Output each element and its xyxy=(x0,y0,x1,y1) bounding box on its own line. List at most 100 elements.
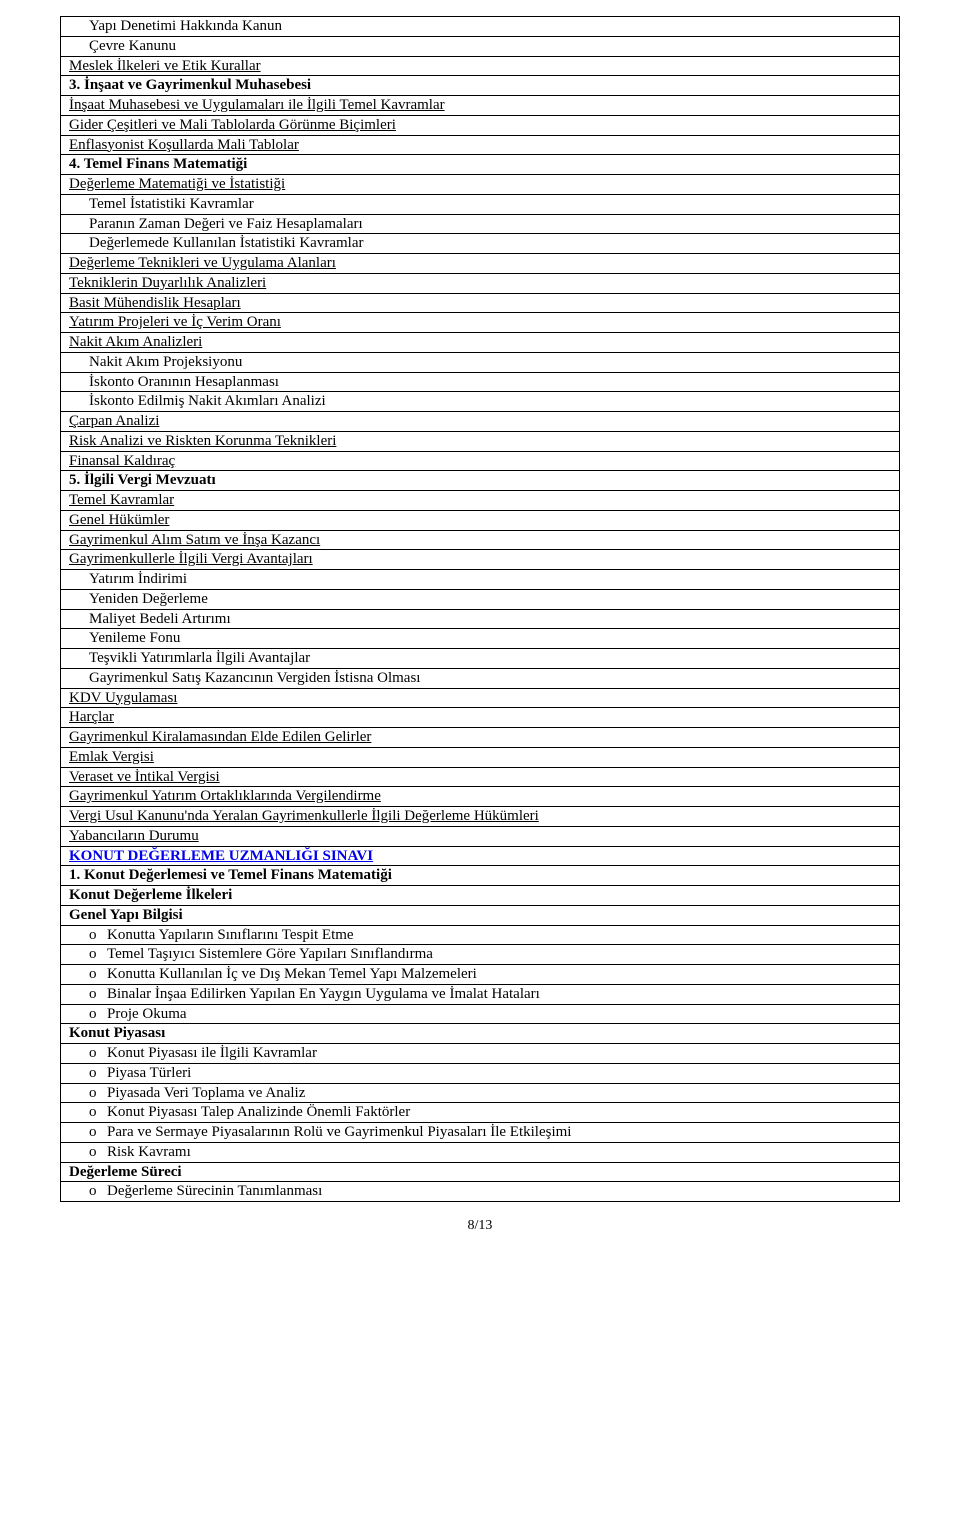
table-row: İskonto Edilmiş Nakit Akımları Analizi xyxy=(61,392,900,412)
bullet-item: oKonutta Kullanılan İç ve Dış Mekan Teme… xyxy=(89,965,895,984)
table-cell: KDV Uygulaması xyxy=(61,688,900,708)
table-row: Meslek İlkeleri ve Etik Kurallar xyxy=(61,56,900,76)
bullet-item: oTemel Taşıyıcı Sistemlere Göre Yapıları… xyxy=(89,945,895,964)
row-text: Vergi Usul Kanunu'nda Yeralan Gayrimenku… xyxy=(69,808,539,824)
row-text: 1. Konut Değerlemesi ve Temel Finans Mat… xyxy=(69,867,392,883)
table-row: İnşaat Muhasebesi ve Uygulamaları ile İl… xyxy=(61,96,900,116)
row-text: İskonto Edilmiş Nakit Akımları Analizi xyxy=(89,393,326,409)
row-text: Meslek İlkeleri ve Etik Kurallar xyxy=(69,58,261,74)
row-text: Temel İstatistiki Kavramlar xyxy=(89,196,254,212)
bullet-item: oProje Okuma xyxy=(89,1005,895,1024)
row-text: Gayrimenkul Alım Satım ve İnşa Kazancı xyxy=(69,532,320,548)
table-cell: Yenileme Fonu xyxy=(61,629,900,649)
row-text: Çevre Kanunu xyxy=(89,38,176,54)
table-row: 3. İnşaat ve Gayrimenkul Muhasebesi xyxy=(61,76,900,96)
table-cell: Gayrimenkullerle İlgili Vergi Avantajlar… xyxy=(61,550,900,570)
table-row: oKonutta Kullanılan İç ve Dış Mekan Teme… xyxy=(61,965,900,985)
table-row: oTemel Taşıyıcı Sistemlere Göre Yapıları… xyxy=(61,945,900,965)
bullet-icon: o xyxy=(89,1044,107,1063)
table-row: Nakit Akım Projeksiyonu xyxy=(61,352,900,372)
table-row: Emlak Vergisi xyxy=(61,747,900,767)
row-text: Gayrimenkullerle İlgili Vergi Avantajlar… xyxy=(69,551,313,567)
row-text: Nakit Akım Analizleri xyxy=(69,334,202,350)
section-link[interactable]: KONUT DEĞERLEME UZMANLIĞI SINAVI xyxy=(69,848,373,864)
table-cell: oDeğerleme Sürecinin Tanımlanması xyxy=(61,1182,900,1202)
row-text: Konut Piyasası Talep Analizinde Önemli F… xyxy=(107,1103,895,1122)
table-row: Gayrimenkul Kiralamasından Elde Edilen G… xyxy=(61,728,900,748)
table-cell: Yatırım İndirimi xyxy=(61,570,900,590)
row-text: Genel Hükümler xyxy=(69,512,169,528)
row-text: Yeniden Değerleme xyxy=(89,591,208,607)
table-cell: Gayrimenkul Satış Kazancının Vergiden İs… xyxy=(61,668,900,688)
table-row: oPiyasada Veri Toplama ve Analiz xyxy=(61,1083,900,1103)
bullet-icon: o xyxy=(89,965,107,984)
table-row: Konut Değerleme İlkeleri xyxy=(61,886,900,906)
table-row: Değerleme Matematiği ve İstatistiği xyxy=(61,175,900,195)
table-row: Gayrimenkul Alım Satım ve İnşa Kazancı xyxy=(61,530,900,550)
row-text: 4. Temel Finans Matematiği xyxy=(69,156,247,172)
bullet-icon: o xyxy=(89,1084,107,1103)
table-cell: 3. İnşaat ve Gayrimenkul Muhasebesi xyxy=(61,76,900,96)
bullet-icon: o xyxy=(89,926,107,945)
table-row: oPiyasa Türleri xyxy=(61,1063,900,1083)
table-cell: Paranın Zaman Değeri ve Faiz Hesaplamala… xyxy=(61,214,900,234)
row-text: Değerleme Sürecinin Tanımlanması xyxy=(107,1182,895,1201)
table-cell: Basit Mühendislik Hesapları xyxy=(61,293,900,313)
table-row: Temel Kavramlar xyxy=(61,491,900,511)
row-text: Temel Kavramlar xyxy=(69,492,174,508)
table-row: Yatırım Projeleri ve İç Verim Oranı xyxy=(61,313,900,333)
row-text: 3. İnşaat ve Gayrimenkul Muhasebesi xyxy=(69,77,311,93)
table-row: Genel Yapı Bilgisi xyxy=(61,905,900,925)
table-cell: Finansal Kaldıraç xyxy=(61,451,900,471)
row-text: Para ve Sermaye Piyasalarının Rolü ve Ga… xyxy=(107,1123,895,1142)
row-text: Finansal Kaldıraç xyxy=(69,453,175,469)
row-text: Konut Piyasası xyxy=(69,1025,165,1041)
table-cell: oKonutta Yapıların Sınıflarını Tespit Et… xyxy=(61,925,900,945)
table-cell: KONUT DEĞERLEME UZMANLIĞI SINAVI xyxy=(61,846,900,866)
row-text: Konut Piyasası ile İlgili Kavramlar xyxy=(107,1044,895,1063)
row-text: Teşvikli Yatırımlarla İlgili Avantajlar xyxy=(89,650,310,666)
table-cell: Çarpan Analizi xyxy=(61,412,900,432)
table-row: Paranın Zaman Değeri ve Faiz Hesaplamala… xyxy=(61,214,900,234)
table-row: KDV Uygulaması xyxy=(61,688,900,708)
bullet-icon: o xyxy=(89,1182,107,1201)
row-text: Piyasa Türleri xyxy=(107,1064,895,1083)
table-row: Nakit Akım Analizleri xyxy=(61,333,900,353)
table-cell: Gayrimenkul Alım Satım ve İnşa Kazancı xyxy=(61,530,900,550)
row-text: İnşaat Muhasebesi ve Uygulamaları ile İl… xyxy=(69,97,445,113)
row-text: Gayrimenkul Kiralamasından Elde Edilen G… xyxy=(69,729,371,745)
row-text: İskonto Oranının Hesaplanması xyxy=(89,374,279,390)
bullet-icon: o xyxy=(89,1103,107,1122)
row-text: KDV Uygulaması xyxy=(69,690,177,706)
table-cell: 4. Temel Finans Matematiği xyxy=(61,155,900,175)
table-cell: Enflasyonist Koşullarda Mali Tablolar xyxy=(61,135,900,155)
table-row: 5. İlgili Vergi Mevzuatı xyxy=(61,471,900,491)
table-row: Yeniden Değerleme xyxy=(61,589,900,609)
table-row: Enflasyonist Koşullarda Mali Tablolar xyxy=(61,135,900,155)
table-row: oPara ve Sermaye Piyasalarının Rolü ve G… xyxy=(61,1123,900,1143)
bullet-item: oRisk Kavramı xyxy=(89,1143,895,1162)
table-row: 1. Konut Değerlemesi ve Temel Finans Mat… xyxy=(61,866,900,886)
table-cell: Emlak Vergisi xyxy=(61,747,900,767)
table-row: oKonut Piyasası Talep Analizinde Önemli … xyxy=(61,1103,900,1123)
row-text: 5. İlgili Vergi Mevzuatı xyxy=(69,472,216,488)
row-text: Yatırım İndirimi xyxy=(89,571,187,587)
table-row: oBinalar İnşaa Edilirken Yapılan En Yayg… xyxy=(61,984,900,1004)
table-row: Finansal Kaldıraç xyxy=(61,451,900,471)
table-cell: Meslek İlkeleri ve Etik Kurallar xyxy=(61,56,900,76)
row-text: Basit Mühendislik Hesapları xyxy=(69,295,241,311)
table-cell: Değerleme Süreci xyxy=(61,1162,900,1182)
table-cell: oPara ve Sermaye Piyasalarının Rolü ve G… xyxy=(61,1123,900,1143)
table-row: Tekniklerin Duyarlılık Analizleri xyxy=(61,273,900,293)
table-row: Genel Hükümler xyxy=(61,510,900,530)
table-cell: oKonut Piyasası ile İlgili Kavramlar xyxy=(61,1044,900,1064)
table-row: Yenileme Fonu xyxy=(61,629,900,649)
row-text: Konut Değerleme İlkeleri xyxy=(69,887,232,903)
table-cell: Veraset ve İntikal Vergisi xyxy=(61,767,900,787)
table-cell: Yeniden Değerleme xyxy=(61,589,900,609)
table-cell: Gayrimenkul Kiralamasından Elde Edilen G… xyxy=(61,728,900,748)
table-cell: Risk Analizi ve Riskten Korunma Teknikle… xyxy=(61,431,900,451)
table-cell: Konut Piyasası xyxy=(61,1024,900,1044)
row-text: Enflasyonist Koşullarda Mali Tablolar xyxy=(69,137,299,153)
table-cell: İnşaat Muhasebesi ve Uygulamaları ile İl… xyxy=(61,96,900,116)
